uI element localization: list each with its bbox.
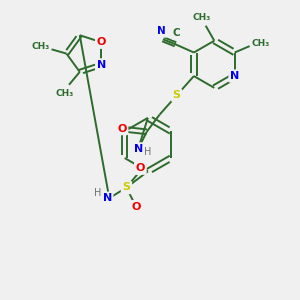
Text: N: N xyxy=(103,193,112,203)
Text: H: H xyxy=(94,188,101,198)
Text: C: C xyxy=(173,28,181,38)
Text: CH₃: CH₃ xyxy=(192,13,211,22)
Text: O: O xyxy=(136,163,145,173)
Text: CH₃: CH₃ xyxy=(251,39,269,48)
Text: N: N xyxy=(158,26,166,36)
Text: S: S xyxy=(122,182,130,193)
Text: O: O xyxy=(131,202,141,212)
Text: N: N xyxy=(97,60,106,70)
Text: N: N xyxy=(134,144,143,154)
Text: O: O xyxy=(97,37,106,47)
Text: CH₃: CH₃ xyxy=(56,89,74,98)
Text: H: H xyxy=(144,147,152,157)
Text: CH₃: CH₃ xyxy=(32,42,50,51)
Text: S: S xyxy=(173,90,181,100)
Text: N: N xyxy=(230,71,239,81)
Text: O: O xyxy=(117,124,127,134)
